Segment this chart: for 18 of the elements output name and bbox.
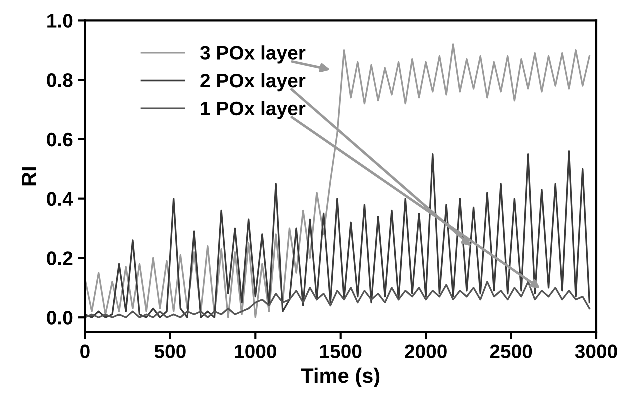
x-tick-label: 1000 [235, 344, 276, 359]
x-tick-label: 0 [80, 344, 90, 359]
x-tick-label: 2000 [405, 344, 447, 359]
y-tick-label: 0.4 [47, 192, 74, 206]
y-tick-label: 0.6 [47, 132, 73, 147]
legend-label: 1 POx layer [201, 101, 306, 120]
y-tick-label: 0.8 [47, 74, 73, 88]
x-tick-label: 2500 [490, 344, 532, 359]
legend-label: 3 POx layer [200, 46, 306, 64]
y-tick-label: 0.0 [47, 311, 73, 325]
y-tick-label: 0.2 [47, 252, 73, 266]
x-tick-label: 500 [154, 344, 186, 359]
x-tick-label: 1500 [320, 344, 362, 359]
y-axis-title: RI [22, 168, 36, 186]
x-axis-title: Time (s) [301, 368, 380, 388]
x-tick-label: 3000 [575, 344, 618, 359]
legend-label: 2 POx layer [200, 73, 306, 92]
y-tick-label: 1.0 [48, 14, 73, 28]
